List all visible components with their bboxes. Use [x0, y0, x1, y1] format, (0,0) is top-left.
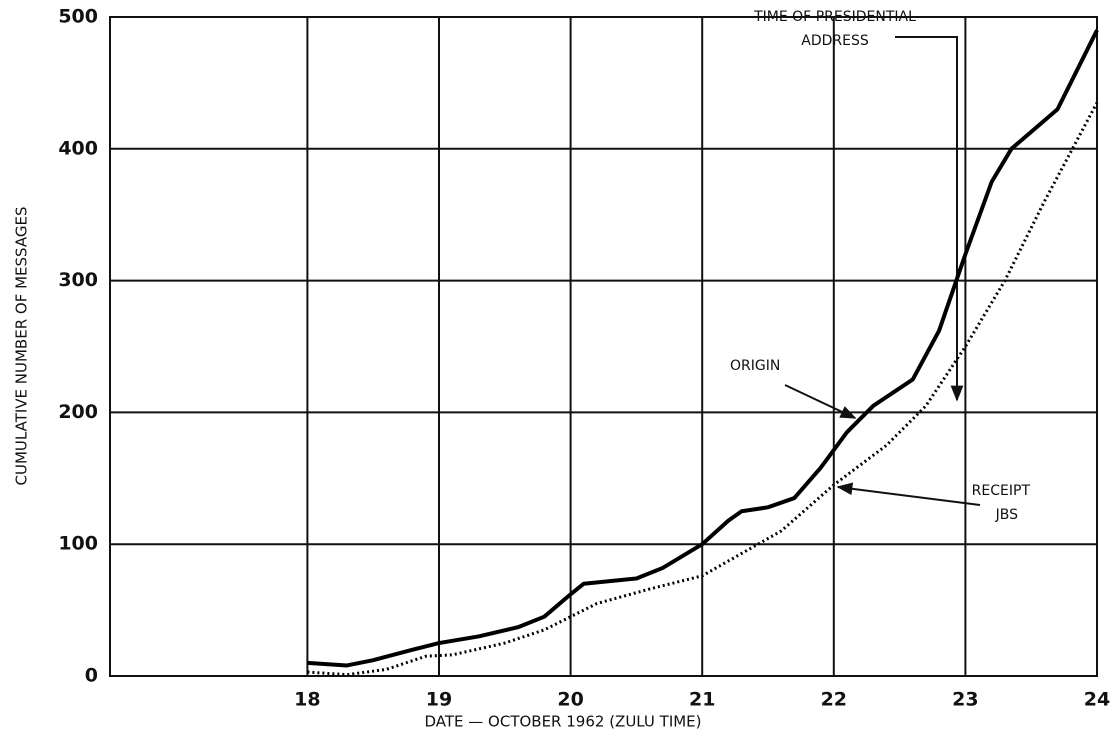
- series-line: [307, 101, 1099, 677]
- receipt-arrow: [836, 482, 981, 506]
- x-tick-label: 24: [1084, 689, 1110, 711]
- series-line: [307, 29, 1099, 668]
- y-tick-label: 300: [58, 269, 98, 291]
- annotation: JBS: [995, 507, 1018, 523]
- annotation: ADDRESS: [801, 33, 869, 49]
- y-tick-label: 400: [58, 137, 98, 159]
- x-tick-label: 23: [952, 689, 978, 711]
- y-tick-label: 100: [58, 533, 98, 555]
- annotation: RECEIPT: [972, 483, 1031, 499]
- x-tick-label: 18: [294, 689, 320, 711]
- plot-frame: [109, 16, 1098, 677]
- y-axis-label: CUMULATIVE NUMBER OF MESSAGES: [13, 207, 31, 486]
- address-arrow: [895, 36, 964, 402]
- y-tick-label: 500: [58, 6, 98, 28]
- y-tick-label: 0: [85, 665, 98, 687]
- x-tick-label: 19: [426, 689, 452, 711]
- y-tick-label: 200: [58, 401, 98, 423]
- x-axis-label: DATE — OCTOBER 1962 (ZULU TIME): [424, 713, 701, 731]
- annotation: TIME OF PRESIDENTIAL: [753, 9, 916, 25]
- x-tick-label: 20: [557, 689, 583, 711]
- annotation: ORIGIN: [730, 358, 780, 374]
- x-tick-label: 22: [821, 689, 847, 711]
- x-tick-label: 21: [689, 689, 715, 711]
